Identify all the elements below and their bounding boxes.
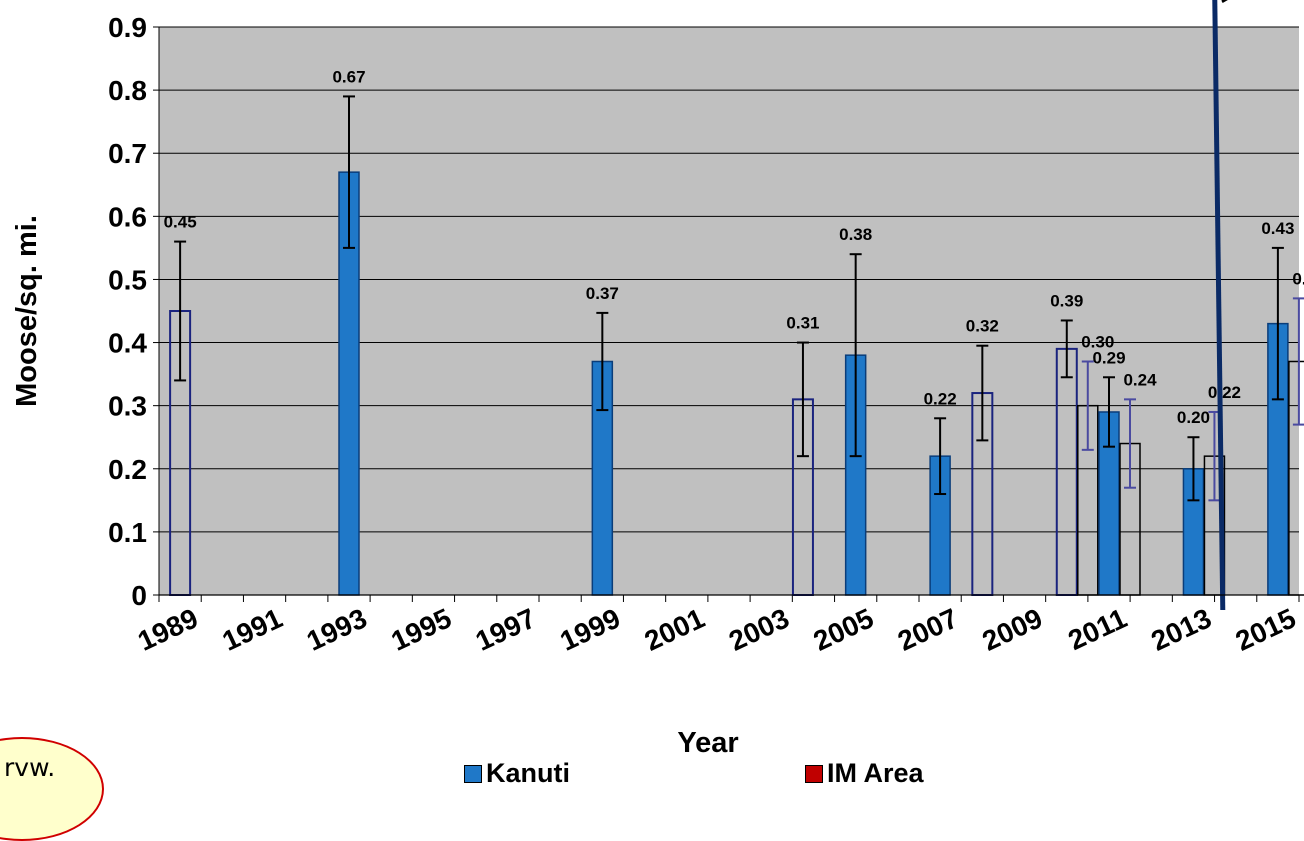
x-tick-label: 1999 xyxy=(555,602,625,656)
x-axis-title: Year xyxy=(677,727,738,759)
x-tick-label: 1997 xyxy=(471,602,541,656)
y-axis-title: Moose/sq. mi. xyxy=(11,215,43,407)
legend-swatch-im-area xyxy=(805,764,823,783)
x-tick-label: 1993 xyxy=(302,602,372,656)
data-label: 0.67 xyxy=(332,67,365,86)
data-label: 0.32 xyxy=(966,317,999,336)
x-tick-label: 2009 xyxy=(978,602,1048,656)
data-label: 0.43 xyxy=(1261,219,1294,238)
data-label: 0.20 xyxy=(1177,408,1210,427)
x-tick-label: 2007 xyxy=(893,602,963,656)
y-tick-label: 0.3 xyxy=(108,391,147,422)
plot-area xyxy=(159,27,1299,595)
data-label: 0.45 xyxy=(164,213,197,232)
x-tick-label: 1991 xyxy=(218,602,288,656)
badge-text: rvw. xyxy=(4,753,56,782)
y-tick-label: 0.1 xyxy=(108,517,147,548)
data-label: 0.24 xyxy=(1123,370,1157,389)
x-tick-label: 2003 xyxy=(724,602,794,656)
data-label: 0.29 xyxy=(1092,348,1125,367)
legend-kanuti: Kanuti xyxy=(464,758,570,789)
y-tick-label: 0.8 xyxy=(108,75,147,106)
x-tick-label: 1995 xyxy=(386,602,456,656)
error-bars xyxy=(174,95,1304,502)
legend-label-im-area: IM Area xyxy=(827,758,924,788)
divider-line xyxy=(1212,0,1226,611)
data-label: 0.37 xyxy=(1292,269,1304,288)
x-axis-ticks: 1989 1991 1993 1995 1997 1999 2001 2003 2005 2007… xyxy=(133,595,1300,657)
x-tick-label: 2015 xyxy=(1231,602,1301,656)
y-axis-ticks: 0 0.1 0.2 0.3 0.4 0.5 0.6 0.7 0.8 0.9 xyxy=(108,12,160,611)
data-label: 0.37 xyxy=(586,284,619,303)
chart: 00.10.20.30.40.50.60.70.80.9 1989 1991 199… xyxy=(11,0,1304,759)
legend-im-area: IM Area xyxy=(805,758,924,789)
data-label: 0.39 xyxy=(1050,291,1083,310)
legend-swatch-kanuti xyxy=(464,764,482,783)
data-label: 0.22 xyxy=(1208,383,1241,402)
data-label: 0.38 xyxy=(839,225,872,244)
x-tick-label: 2013 xyxy=(1146,602,1216,656)
x-tick-label: 2011 xyxy=(1063,602,1131,656)
y-tick-label: 0.5 xyxy=(108,264,147,295)
y-tick-label: 0 xyxy=(131,580,147,611)
data-label: 0.30 xyxy=(1081,332,1114,351)
y-tick-label: 0.2 xyxy=(108,454,147,485)
y-tick-label: 0.7 xyxy=(108,138,147,169)
y-tick-label: 0.6 xyxy=(108,201,147,232)
x-tick-label: 2001 xyxy=(640,602,710,656)
y-tick-label: 0.4 xyxy=(108,328,147,359)
data-label: 0.22 xyxy=(924,389,957,408)
y-tick-label: 0.9 xyxy=(108,12,147,43)
legend-label-kanuti: Kanuti xyxy=(486,758,570,788)
x-tick-label: 2005 xyxy=(809,602,879,656)
data-label: 0.31 xyxy=(786,314,819,333)
data-labels: 0.45 0.67 0.37 0.31 0.38 0.22 0.32 0.39 0.300.29… xyxy=(164,67,1304,427)
